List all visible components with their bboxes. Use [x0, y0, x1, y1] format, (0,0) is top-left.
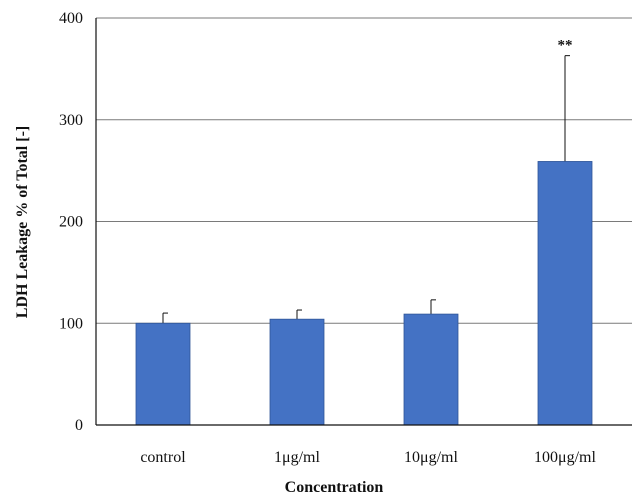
- x-tick-label: 1μg/ml: [274, 449, 320, 466]
- y-tick-label: 400: [59, 10, 83, 27]
- x-axis-title: Concentration: [285, 479, 384, 496]
- bar: [135, 322, 191, 426]
- y-tick-labels: 0 100 200 300 400: [59, 10, 83, 434]
- x-tick-labels: control 1μg/ml 10μg/ml 100μg/ml: [140, 449, 596, 466]
- bar: [537, 161, 593, 426]
- bar: [403, 313, 459, 426]
- y-tick-label: 200: [59, 214, 83, 231]
- y-axis-title: LDH Leakage % of Total [-]: [14, 126, 31, 318]
- significance-markers: **: [558, 38, 573, 54]
- error-bars: [162, 55, 570, 324]
- y-tick-label: 300: [59, 112, 83, 129]
- significance-marker: **: [558, 38, 573, 54]
- x-tick-label: 100μg/ml: [534, 449, 596, 466]
- x-tick-label: 10μg/ml: [404, 449, 458, 466]
- y-tick-label: 0: [75, 417, 83, 434]
- y-tick-label: 100: [59, 315, 83, 332]
- bars: [135, 161, 593, 426]
- x-tick-label: control: [140, 449, 186, 466]
- bar: [269, 318, 325, 426]
